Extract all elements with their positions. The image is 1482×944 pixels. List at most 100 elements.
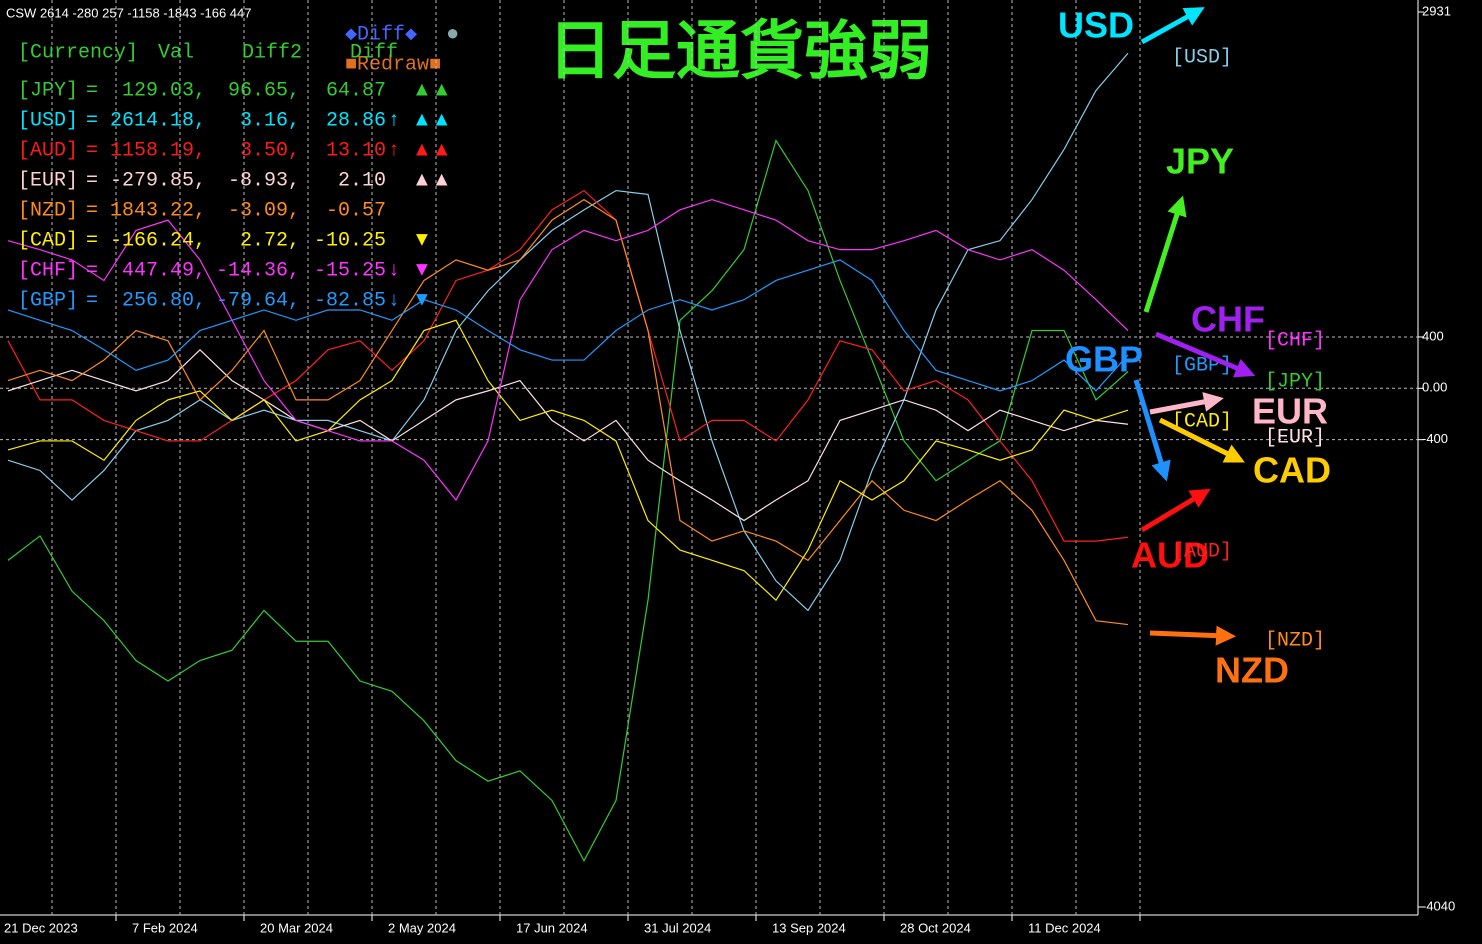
panel-eq: =	[86, 259, 98, 282]
panel-diff2: 2.72,	[240, 229, 300, 252]
panel-signal: ▼	[412, 288, 432, 310]
panel-eq: =	[86, 79, 98, 102]
annotation: CHF	[1191, 299, 1265, 340]
arrow	[1149, 625, 1236, 646]
panel-arrow: ↑	[388, 109, 400, 132]
panel-currency: [CAD]	[18, 229, 78, 252]
panel-val: -166.24,	[110, 229, 206, 252]
x-tick-label: 11 Dec 2024	[1028, 920, 1101, 935]
y-tick-label: 2931	[1422, 3, 1451, 18]
panel-eq: =	[86, 109, 98, 132]
annotation: GBP	[1065, 339, 1143, 380]
header: CSW 2614 -280 257 -1158 -1843 -166 447	[6, 5, 251, 20]
arrows	[1133, 7, 1256, 646]
y-tick-label: -4040	[1422, 898, 1455, 913]
x-tick-label: 31 Jul 2024	[644, 920, 711, 935]
redraw-button[interactable]: ■Redraw■	[345, 53, 441, 76]
series-line	[7, 319, 1129, 602]
panel-arrow: ↓	[388, 259, 400, 282]
x-tick-label: 13 Sep 2024	[772, 920, 846, 935]
arrow	[1155, 331, 1256, 378]
panel-header: Val	[158, 41, 194, 64]
panel-eq: =	[86, 169, 98, 192]
end-label: [AUD]	[1172, 540, 1232, 563]
series-line	[7, 52, 1129, 612]
arrow	[1140, 488, 1211, 533]
panel-currency: [USD]	[18, 109, 78, 132]
panel-eq: =	[86, 229, 98, 252]
diff-button[interactable]: ◆Diff◆	[345, 23, 417, 46]
panel-currency: [GBP]	[18, 289, 78, 312]
title: 日足通貨強弱	[548, 15, 932, 87]
panel-signal: ▼	[412, 258, 432, 280]
panel-currency: [JPY]	[18, 79, 78, 102]
series-line	[7, 198, 1129, 502]
end-label: [NZD]	[1265, 629, 1325, 652]
panel-signal: ▲▲	[412, 138, 452, 160]
panel-currency: [EUR]	[18, 169, 78, 192]
arrow	[1140, 7, 1205, 45]
panel-diff2: -79.64,	[216, 289, 300, 312]
series-line	[7, 259, 1129, 392]
panel-currency: [NZD]	[18, 199, 78, 222]
panel-currency: [AUD]	[18, 139, 78, 162]
panel-diff2: 96.65,	[228, 79, 300, 102]
panel-currency: [CHF]	[18, 259, 78, 282]
panel-diff: 28.86	[326, 109, 386, 132]
panel-val: 1158.19,	[110, 139, 206, 162]
panel-diff: -15.25	[314, 259, 386, 282]
panel-arrow: ↑	[388, 139, 400, 162]
end-label: [CHF]	[1265, 329, 1325, 352]
panel-diff: -10.25	[314, 229, 386, 252]
annotation: JPY	[1166, 141, 1234, 182]
panel-eq: =	[86, 199, 98, 222]
arrow	[1143, 195, 1187, 313]
x-tick-label: 17 Jun 2024	[516, 920, 588, 935]
panel-diff: -82.85	[314, 289, 386, 312]
x-tick-label: 20 Mar 2024	[260, 920, 333, 935]
series-line	[7, 189, 1129, 542]
panel-diff2: 3.50,	[240, 139, 300, 162]
panel-header: Diff	[350, 41, 398, 64]
end-label: [CAD]	[1172, 410, 1232, 433]
end-label: [EUR]	[1265, 426, 1325, 449]
panel-signal: ▲▲	[412, 168, 452, 190]
x-tick-label: 28 Oct 2024	[900, 920, 971, 935]
panel-val: 1843.22,	[110, 199, 206, 222]
panel-arrow: ↓	[388, 289, 400, 312]
panel-signal: ▲▲	[412, 78, 452, 100]
panel-diff: 2.10	[338, 169, 386, 192]
panel-signal: ▲▲	[412, 108, 452, 130]
annotation: CAD	[1253, 450, 1331, 491]
x-tick-label: 7 Feb 2024	[132, 920, 198, 935]
panel-header: [Currency]	[18, 41, 138, 64]
series-line	[7, 198, 1129, 626]
annotation: USD	[1058, 5, 1134, 46]
annotation: NZD	[1215, 650, 1289, 691]
panel-eq: =	[86, 289, 98, 312]
panel-signal: ▼	[412, 228, 432, 250]
panel-val: 447.49,	[122, 259, 206, 282]
panel-diff: 13.10	[326, 139, 386, 162]
panel-diff2: 3.16,	[240, 109, 300, 132]
annotation: AUD	[1131, 535, 1209, 576]
y-tick-label: 0.00	[1422, 380, 1447, 395]
end-label: [GBP]	[1172, 354, 1232, 377]
panel-val: -279.85,	[110, 169, 206, 192]
panel-val: 129.03,	[122, 79, 206, 102]
y-tick-label: 400	[1422, 328, 1444, 343]
panel-diff2: -8.93,	[228, 169, 300, 192]
arrow	[1149, 392, 1224, 415]
x-tick-label: 21 Dec 2023	[4, 920, 78, 935]
end-label: [USD]	[1172, 46, 1232, 69]
dot-button[interactable]: ●	[446, 20, 459, 45]
panel-diff: -0.57	[326, 199, 386, 222]
panel-val: 256.80,	[122, 289, 206, 312]
arrow	[1133, 379, 1171, 482]
panel-diff2: -3.09,	[228, 199, 300, 222]
annotation: EUR	[1252, 391, 1328, 432]
arrow	[1158, 417, 1245, 463]
end-label: [JPY]	[1265, 370, 1325, 393]
